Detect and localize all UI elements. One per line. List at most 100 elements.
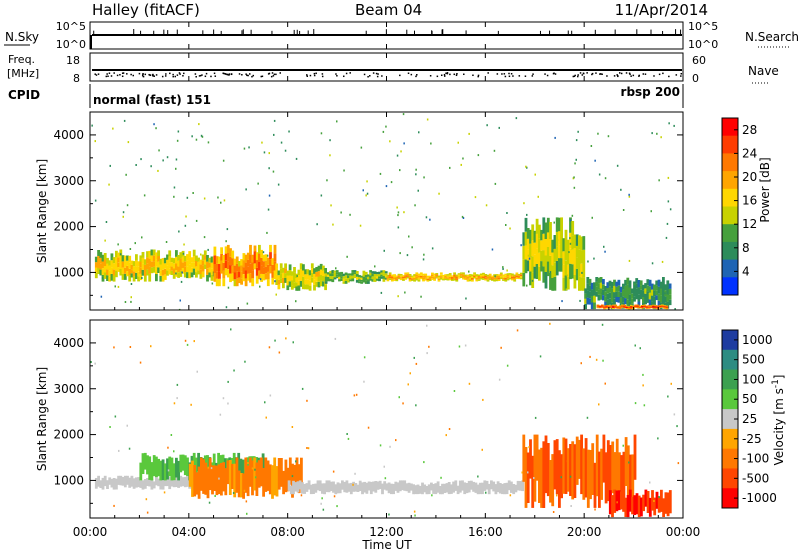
velocity-speck [586,416,589,419]
velocity-speck [306,399,308,402]
power-cell [598,307,602,309]
velocity-speck [306,447,308,449]
power-cell [360,275,364,278]
power-cell [599,277,603,283]
nave-dot [599,73,602,75]
power-speck [396,154,399,157]
velocity-cell [498,483,502,494]
velocity-speck [389,445,391,448]
nave-dot [106,73,108,75]
power-speck [268,152,270,155]
nave-dot [119,74,121,76]
power-cell [506,275,510,277]
velocity-speck [196,370,198,373]
velocity-cell [312,483,315,494]
velocity-cell [651,490,654,511]
power-cell [192,249,196,256]
power-cell [650,301,654,308]
velocity-cell [295,457,299,484]
power-speck [273,119,276,122]
velocity-speck [264,401,266,404]
power-cell [152,255,156,262]
power-speck [222,159,225,162]
station-title: Halley (fitACF) [92,1,200,19]
power-speck [400,150,402,153]
power-speck [415,173,417,176]
power-cell [233,279,237,287]
power-cell [183,266,187,273]
velocity-cell [332,481,335,493]
power-cell [388,272,392,275]
power-cell [284,268,287,274]
power-cell [364,280,368,284]
nave-dot [238,73,241,75]
power-cell [413,276,416,278]
power-speck [380,291,383,294]
power-speck [591,216,593,219]
power-cell [163,263,167,269]
velocity-cell [223,458,227,475]
nave-dot [94,73,96,75]
nave-dot [591,72,594,75]
nave-dot [472,74,474,77]
power-cell [166,254,169,260]
power-cell [652,307,655,309]
power-speck [661,260,664,263]
power-cell [97,268,100,274]
power-cell [284,278,287,283]
nave-dot [228,73,231,75]
power-cell [546,247,550,262]
power-speck [571,214,574,217]
velocity-cell [277,458,281,490]
power-speck [414,204,416,207]
power-cell [608,286,612,293]
power-cell [222,262,226,271]
power-cell [297,274,301,281]
velocity-speck [407,383,409,386]
power-cell [293,277,296,283]
power-cell [544,222,548,239]
power-cell [218,256,221,264]
y-tick-label: 1000 [53,473,84,487]
power-cell [188,257,192,265]
power-cell [475,276,479,278]
power-cell [306,269,310,275]
power-cell [661,304,664,306]
velocity-cell [436,481,440,493]
velocity-cell [235,457,239,493]
nave-dot [153,75,156,77]
power-cell [650,295,654,302]
power-cell [646,297,650,303]
power-speck [225,240,227,243]
power-cell [233,265,237,273]
velocity-speck [346,433,348,435]
power-cell [233,258,237,266]
power-cell [170,262,174,267]
power-speck [140,158,142,161]
velocity-colorbar-swatch [722,330,738,351]
nsky-label: N.Sky [5,30,39,44]
nave-dot [446,72,449,75]
velocity-cell [578,439,581,479]
velocity-speck [227,402,229,405]
power-cell [542,250,546,267]
velocity-cell [179,475,183,487]
power-cell [103,272,107,279]
power-cell [617,285,621,292]
power-cell [571,249,575,265]
power-cell [369,275,372,278]
power-cell [634,305,638,307]
velocity-cell [338,483,342,494]
power-speck [667,200,670,203]
velocity-cell [152,455,156,477]
power-cell [375,278,379,281]
power-cell [333,270,337,273]
power-cell [459,273,463,276]
power-cell [299,269,303,275]
nave-dot [653,75,655,77]
power-speck [166,156,169,159]
velocity-cell [461,480,464,491]
power-cell [626,292,630,300]
power-colorbar-swatch [722,259,738,278]
power-cell [128,255,132,263]
